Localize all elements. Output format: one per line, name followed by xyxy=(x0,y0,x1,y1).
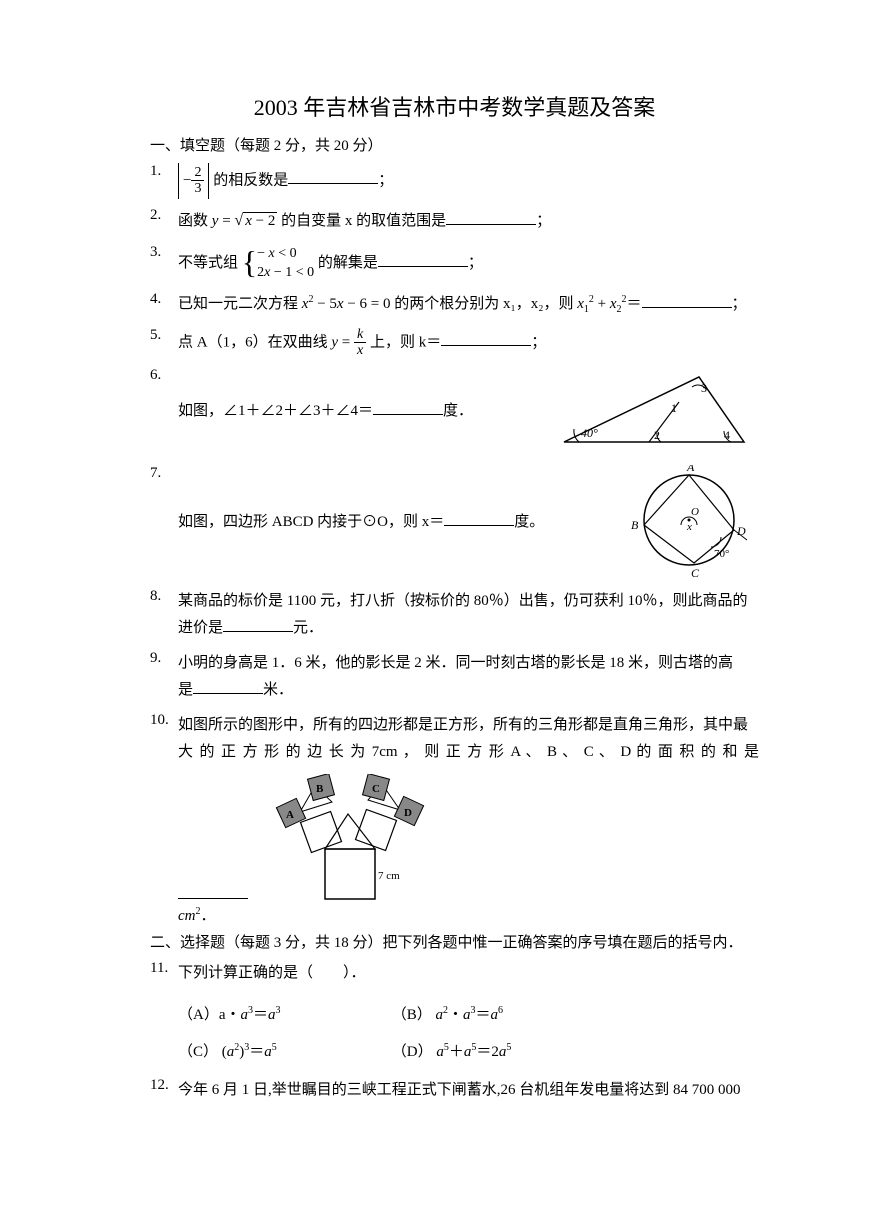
svg-text:B: B xyxy=(631,518,639,532)
question-1: 1. −23 的相反数是； xyxy=(150,163,759,199)
qnum: 3. xyxy=(150,244,178,261)
triangle-figure: 40° 1 2 3 4 xyxy=(549,367,759,457)
qbody: 某商品的标价是 1100 元，打八折（按标价的 80％）出售，仍可获利 10％，… xyxy=(178,588,759,642)
blank xyxy=(441,330,531,346)
question-8: 8. 某商品的标价是 1100 元，打八折（按标价的 80％）出售，仍可获利 1… xyxy=(150,588,759,642)
svg-text:3: 3 xyxy=(701,381,707,395)
page-title: 2003 年吉林省吉林市中考数学真题及答案 xyxy=(150,90,759,122)
svg-text:A: A xyxy=(686,465,695,474)
q10-unit: cm2． xyxy=(178,904,759,925)
svg-text:C: C xyxy=(691,566,700,580)
qbody: 如图，四边形 ABCD 内接于⊙O，则 x＝度。 A B C D O x 70° xyxy=(178,465,759,580)
qnum: 6. xyxy=(150,367,178,384)
qnum: 11. xyxy=(150,960,178,977)
qnum: 12. xyxy=(150,1077,178,1094)
svg-text:x: x xyxy=(686,521,692,533)
qbody: 如图，∠1＋∠2＋∠3＋∠4＝度． 40° 1 2 3 4 xyxy=(178,367,759,457)
abs-value: −23 xyxy=(178,163,209,199)
qnum: 5. xyxy=(150,327,178,344)
question-9: 9. 小明的身高是 1．6 米，他的影长是 2 米．同一时刻古塔的影长是 18 … xyxy=(150,650,759,704)
question-6: 6. 如图，∠1＋∠2＋∠3＋∠4＝度． 40° 1 2 3 4 xyxy=(150,367,759,457)
svg-text:B: B xyxy=(316,783,324,795)
squares-figure: 7 cm A B C D xyxy=(260,774,440,904)
svg-text:40°: 40° xyxy=(581,426,598,440)
section1-header: 一、填空题（每题 2 分，共 20 分） xyxy=(150,134,759,155)
svg-text:A: A xyxy=(286,809,294,821)
question-5: 5. 点 A（1，6）在双曲线 y = kx 上，则 k＝； xyxy=(150,327,759,359)
blank xyxy=(446,209,536,225)
blank xyxy=(642,292,732,308)
qbody: 函数 y = √x − 2 的自变量 x 的取值范围是； xyxy=(178,207,759,236)
qnum: 7. xyxy=(150,465,178,482)
svg-text:C: C xyxy=(372,783,380,795)
qbody: 点 A（1，6）在双曲线 y = kx 上，则 k＝； xyxy=(178,327,759,359)
qbody: 今年 6 月 1 日,举世瞩目的三峡工程正式下闸蓄水,26 台机组年发电量将达到… xyxy=(178,1077,759,1104)
blank xyxy=(223,616,293,632)
squares-figure-row: 7 cm A B C D xyxy=(178,774,759,904)
question-12: 12. 今年 6 月 1 日,举世瞩目的三峡工程正式下闸蓄水,26 台机组年发电… xyxy=(150,1077,759,1104)
inequality-system: − x < 0 2x − 1 < 0 xyxy=(257,244,314,283)
blank xyxy=(288,168,378,184)
qnum: 1. xyxy=(150,163,178,180)
svg-text:7 cm: 7 cm xyxy=(378,870,400,882)
qbody: 下列计算正确的是（ ）． xyxy=(178,960,759,987)
qbody: 不等式组 { − x < 0 2x − 1 < 0 的解集是； xyxy=(178,244,759,283)
question-2: 2. 函数 y = √x − 2 的自变量 x 的取值范围是； xyxy=(150,207,759,236)
svg-text:1: 1 xyxy=(671,401,677,415)
circle-figure: A B C D O x 70° xyxy=(619,465,759,580)
section2-header: 二、选择题（每题 3 分，共 18 分）把下列各题中惟一正确答案的序号填在题后的… xyxy=(150,931,759,952)
svg-text:D: D xyxy=(404,807,412,819)
question-10: 10. 如图所示的图形中，所有的四边形都是正方形，所有的三角形都是直角三角形，其… xyxy=(150,712,759,766)
blank xyxy=(193,678,263,694)
svg-text:70°: 70° xyxy=(714,548,729,560)
q11-choices: （A）a・a3＝a3 （B） a2・a3＝a6 （C） (a2)3＝a5 （D）… xyxy=(178,1003,759,1061)
question-4: 4. 已知一元二次方程 x2 − 5x − 6 = 0 的两个根分别为 x₁，x… xyxy=(150,291,759,319)
choice-d: （D） a5＋a5＝2a5 xyxy=(392,1040,602,1061)
qnum: 4. xyxy=(150,291,178,308)
exam-page: 2003 年吉林省吉林市中考数学真题及答案 一、填空题（每题 2 分，共 20 … xyxy=(0,0,869,1152)
blank xyxy=(373,399,443,415)
qnum: 2. xyxy=(150,207,178,224)
choice-b: （B） a2・a3＝a6 xyxy=(392,1003,602,1024)
choice-c: （C） (a2)3＝a5 xyxy=(178,1040,388,1061)
qbody: −23 的相反数是； xyxy=(178,163,759,199)
qnum: 8. xyxy=(150,588,178,605)
qnum: 9. xyxy=(150,650,178,667)
blank xyxy=(378,251,468,267)
qbody: 小明的身高是 1．6 米，他的影长是 2 米．同一时刻古塔的影长是 18 米，则… xyxy=(178,650,759,704)
svg-text:O: O xyxy=(691,506,699,518)
choice-a: （A）a・a3＝a3 xyxy=(178,1003,388,1024)
question-3: 3. 不等式组 { − x < 0 2x − 1 < 0 的解集是； xyxy=(150,244,759,283)
qbody: 已知一元二次方程 x2 − 5x − 6 = 0 的两个根分别为 x₁，x₂，则… xyxy=(178,291,759,319)
question-11: 11. 下列计算正确的是（ ）． xyxy=(150,960,759,987)
blank xyxy=(178,883,248,899)
qbody: 如图所示的图形中，所有的四边形都是正方形，所有的三角形都是直角三角形，其中最 大… xyxy=(178,712,759,766)
qnum: 10. xyxy=(150,712,178,729)
blank xyxy=(444,510,514,526)
question-7: 7. 如图，四边形 ABCD 内接于⊙O，则 x＝度。 A B C D O x … xyxy=(150,465,759,580)
